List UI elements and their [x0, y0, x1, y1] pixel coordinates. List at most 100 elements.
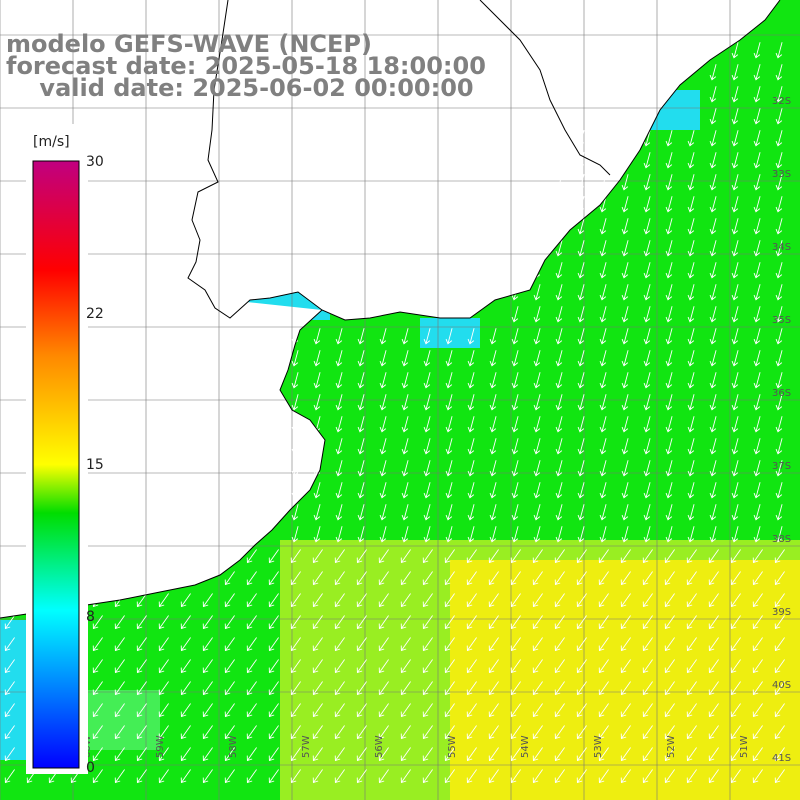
- wind-arrow: [775, 174, 783, 191]
- wind-arrow: [400, 659, 411, 674]
- wind-arrow: [313, 526, 321, 543]
- wind-arrow: [466, 659, 477, 674]
- wind-arrow: [202, 747, 213, 762]
- wind-arrow: [511, 306, 519, 323]
- wind-arrow: [554, 659, 565, 674]
- wind-arrow: [598, 769, 609, 784]
- wind-arrow: [511, 482, 519, 499]
- wind-arrow: [466, 681, 477, 696]
- wind-arrow: [114, 659, 125, 674]
- wind-arrow: [686, 703, 697, 718]
- wind-arrow: [400, 637, 411, 652]
- wind-arrow: [687, 438, 695, 455]
- wind-arrow: [378, 615, 389, 630]
- wind-arrow: [576, 703, 587, 718]
- wind-arrow: [643, 240, 651, 257]
- wind-arrow: [708, 681, 719, 696]
- wind-arrow: [334, 593, 345, 608]
- wind-arrow: [313, 372, 321, 389]
- wind-arrow: [664, 747, 675, 762]
- wind-arrow: [665, 350, 673, 367]
- wind-arrow: [665, 394, 673, 411]
- wind-arrow: [576, 637, 587, 652]
- wind-arrow: [290, 615, 301, 630]
- wind-arrow: [576, 549, 587, 564]
- wind-arrow: [312, 769, 323, 784]
- wind-arrow: [136, 681, 147, 696]
- wind-arrow: [136, 747, 147, 762]
- wind-arrow: [511, 350, 519, 367]
- wind-arrow: [598, 593, 609, 608]
- wind-arrow: [334, 769, 345, 784]
- wind-arrow: [576, 615, 587, 630]
- wind-arrow: [731, 196, 739, 213]
- colorbar-tick-30: 30: [86, 154, 104, 170]
- wind-arrow: [467, 482, 475, 499]
- wind-arrow: [224, 637, 235, 652]
- wind-arrow: [4, 725, 15, 740]
- wind-arrow: [643, 460, 651, 477]
- wind-arrow: [511, 526, 519, 543]
- wind-arrow: [731, 328, 739, 345]
- title-model: modelo GEFS-WAVE (NCEP): [6, 30, 372, 58]
- wind-arrow: [599, 504, 607, 521]
- wind-arrow: [378, 659, 389, 674]
- wind-arrow: [202, 681, 213, 696]
- wind-arrow: [599, 130, 607, 147]
- wind-arrow: [643, 438, 651, 455]
- wind-arrow: [224, 725, 235, 740]
- wind-arrow: [731, 438, 739, 455]
- wind-arrow: [488, 747, 499, 762]
- wind-arrow: [489, 526, 497, 543]
- wind-arrow: [268, 703, 279, 718]
- wind-arrow: [114, 615, 125, 630]
- wind-arrow: [686, 747, 697, 762]
- wind-arrow: [731, 86, 739, 103]
- wind-arrow: [400, 571, 411, 586]
- wind-arrow: [312, 637, 323, 652]
- wind-arrow: [488, 593, 499, 608]
- wind-arrow: [334, 615, 345, 630]
- wind-arrow: [621, 438, 629, 455]
- wind-arrow: [774, 681, 785, 696]
- wind-arrow: [709, 196, 717, 213]
- wind-arrow: [576, 593, 587, 608]
- wind-arrow: [555, 240, 563, 257]
- wind-arrow: [224, 615, 235, 630]
- wind-arrow: [620, 747, 631, 762]
- wind-arrow: [731, 240, 739, 257]
- wind-arrow: [775, 130, 783, 147]
- wind-arrow: [335, 416, 343, 433]
- wind-arrow: [532, 725, 543, 740]
- wind-arrow: [642, 549, 653, 564]
- wind-arrow: [621, 394, 629, 411]
- wind-arrow: [753, 108, 761, 125]
- wind-arrow: [268, 725, 279, 740]
- wind-arrow: [334, 681, 345, 696]
- wind-arrow: [664, 549, 675, 564]
- wind-arrow: [753, 152, 761, 169]
- wind-arrow: [730, 681, 741, 696]
- wind-arrow: [775, 42, 783, 59]
- wind-arrow: [422, 703, 433, 718]
- wind-arrow: [401, 372, 409, 389]
- wind-arrow: [554, 571, 565, 586]
- wind-arrow: [444, 615, 455, 630]
- wind-arrow: [577, 526, 585, 543]
- wind-arrow: [731, 64, 739, 81]
- wind-arrow: [312, 571, 323, 586]
- wind-arrow: [532, 747, 543, 762]
- wind-arrow: [775, 394, 783, 411]
- wind-arrow: [224, 681, 235, 696]
- wind-arrow: [423, 350, 431, 367]
- wind-arrow: [775, 108, 783, 125]
- wind-arrow: [643, 416, 651, 433]
- wind-arrow: [555, 218, 563, 235]
- wind-arrow: [488, 769, 499, 784]
- wind-arrow: [665, 306, 673, 323]
- wind-arrow: [642, 637, 653, 652]
- wind-arrow: [774, 659, 785, 674]
- wind-arrow: [444, 769, 455, 784]
- wind-arrow: [466, 769, 477, 784]
- wind-arrow: [378, 703, 389, 718]
